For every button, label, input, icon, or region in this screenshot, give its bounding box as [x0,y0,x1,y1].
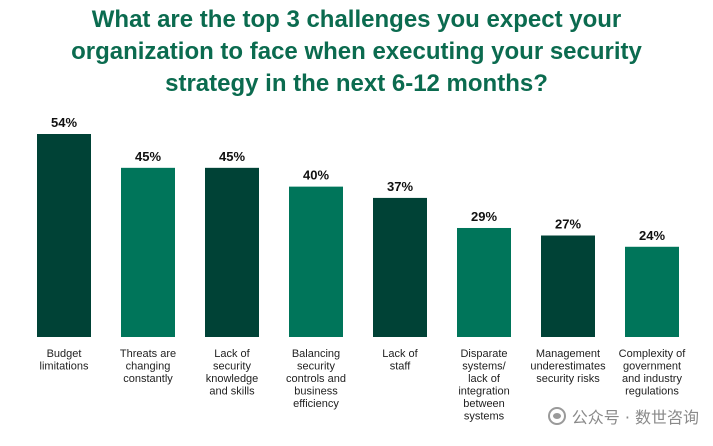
bar-8 [625,246,679,337]
bar-7 [541,235,595,337]
bar-value-label-4: 40% [303,168,329,183]
category-label-5: Lack of staff [382,348,418,373]
watermark: 公众号 · 数世咨询 [547,404,699,428]
bar-value-label-7: 27% [555,217,581,232]
category-label-1: Budget limitations [40,348,89,373]
category-label-8: Complexity of government and industry regul… [619,348,687,398]
watermark-text: 公众号 · 数世咨询 [571,408,699,427]
bar-1 [37,134,91,337]
bar-value-label-2: 45% [135,149,161,164]
category-label-2: Threats are changing constantly [120,348,176,385]
chart-title-line-3: strategy in the next 6-12 months? [165,70,548,97]
chart-title: What are the top 3 challenges you expect… [0,4,713,100]
bar-6 [457,227,511,337]
category-label-7: Management underestimates security risks [530,348,606,385]
bar-value-label-8: 24% [639,228,665,243]
category-label-3: Lack of security knowledge and skills [206,348,259,398]
bar-value-label-1: 54% [51,115,77,130]
bar-value-label-6: 29% [471,209,497,224]
category-label-6: Disparate systems/lack of integration betwe… [458,348,509,423]
chart-title-line-1: What are the top 3 challenges you expect… [91,6,622,33]
bar-5 [373,197,427,337]
bar-2 [121,167,175,337]
wechat-icon [547,407,566,425]
chart-title-line-2: organization to face when executing your… [71,38,642,65]
bar-3 [205,167,259,337]
bar-value-label-5: 37% [387,179,413,194]
category-label-4: Balancing security controls and business eff… [286,348,346,410]
bar-4 [289,186,343,337]
bar-value-label-3: 45% [219,149,245,164]
